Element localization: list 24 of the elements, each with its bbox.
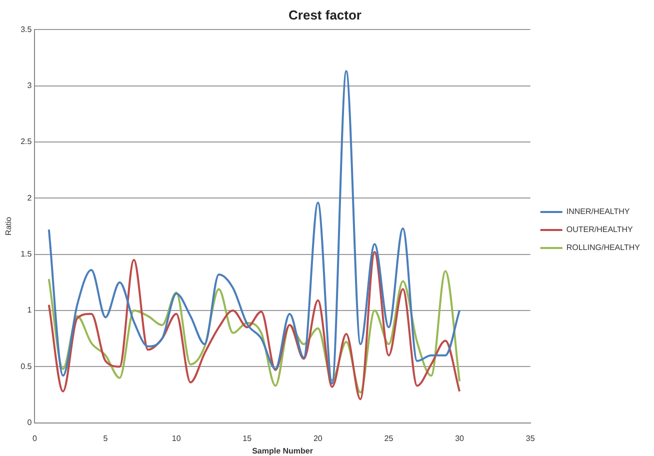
legend-label: OUTER/HEALTHY [566,225,634,234]
x-tick-label: 20 [313,434,323,443]
x-axis-title: Sample Number [252,446,313,456]
chart-title: Crest factor [288,7,362,22]
x-tick-label: 25 [384,434,394,443]
y-tick-label: 3.5 [20,24,32,34]
x-tick-label: 10 [172,434,182,443]
x-tick-label: 30 [455,434,465,443]
line-series [48,270,461,394]
y-tick-label: 2.5 [20,137,32,146]
y-axis-title: Ratio [4,216,14,236]
y-tick-label: 0 [27,418,32,428]
y-tick-label: 1 [27,306,32,315]
y-tick-label: 0.5 [20,362,32,371]
line-series [48,251,461,400]
x-tick-label: 15 [242,434,252,443]
y-tick-label: 2 [27,193,32,202]
y-tick-label: 1.5 [20,249,32,258]
y-tick-label: 3 [27,80,32,90]
x-tick-label: 5 [103,434,108,443]
x-tick-label: 35 [526,434,536,443]
legend-label: ROLLING/HEALTHY [566,243,641,252]
line-series [48,70,461,384]
legend-label: INNER/HEALTHY [566,207,630,216]
